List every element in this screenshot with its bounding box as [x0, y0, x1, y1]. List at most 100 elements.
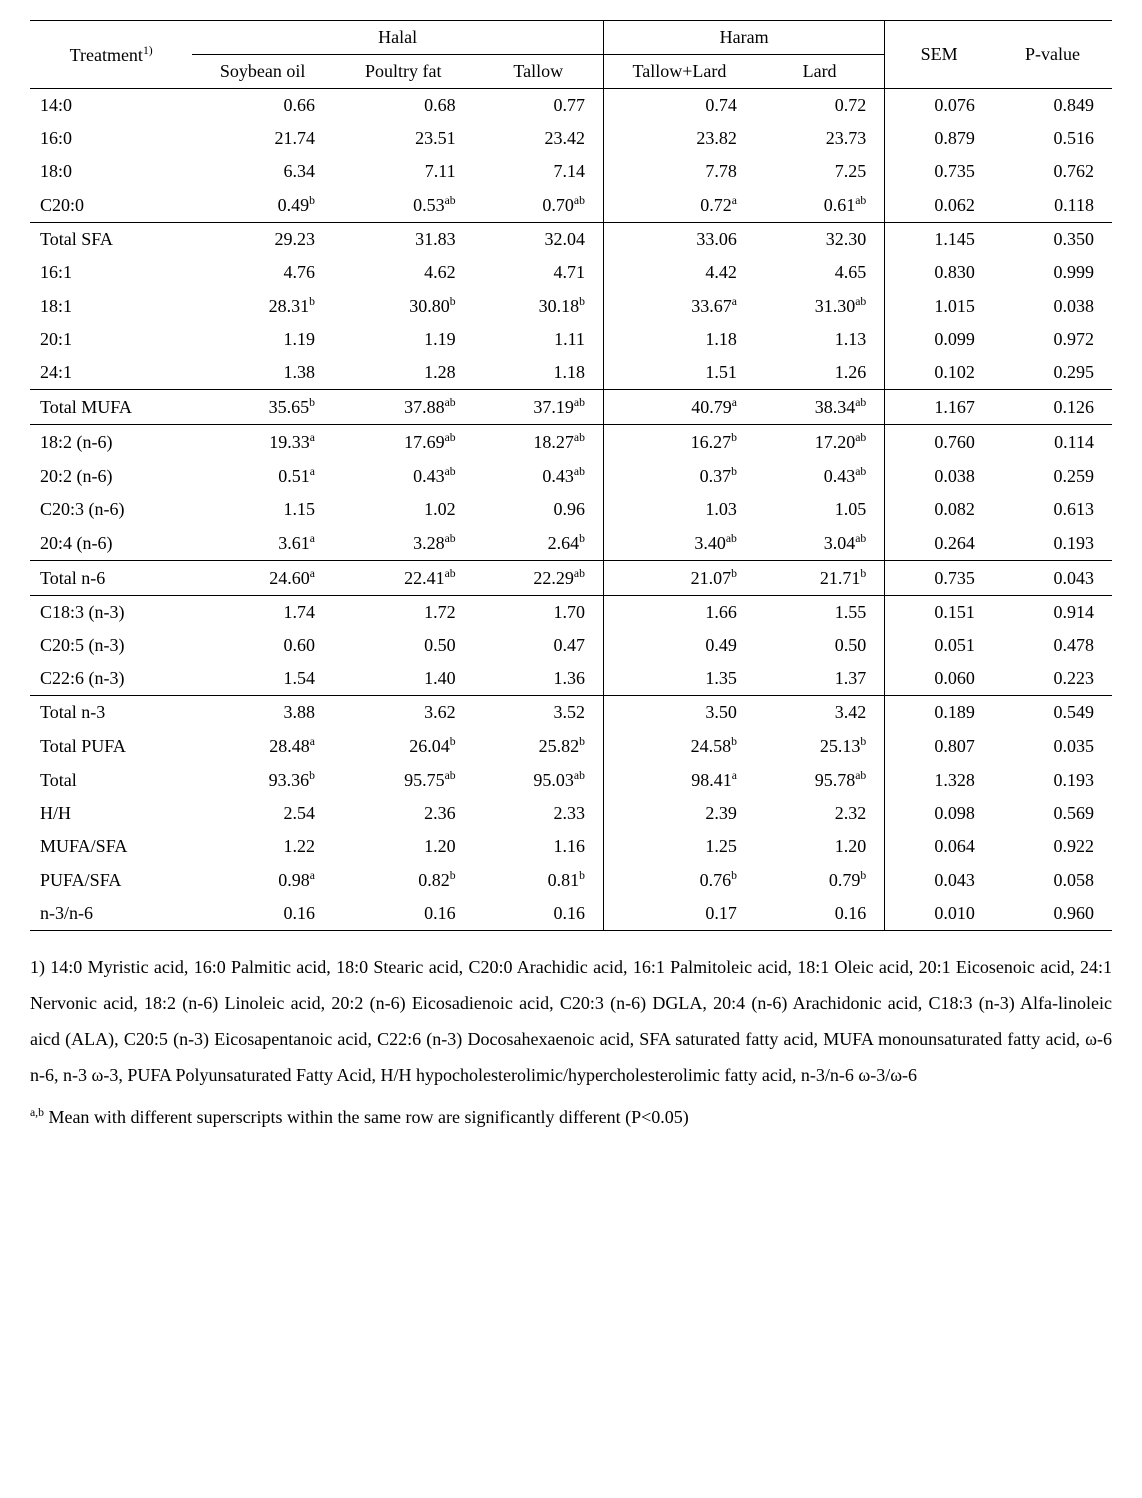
cell: 2.39 — [603, 797, 754, 830]
cell: 1.51 — [603, 356, 754, 390]
cell: Total MUFA — [30, 390, 192, 425]
cell: 3.40ab — [603, 526, 754, 561]
cell: 2.64b — [474, 526, 604, 561]
cell: 0.66 — [192, 89, 333, 123]
cell: 24.60a — [192, 561, 333, 596]
cell: 0.038 — [993, 289, 1112, 323]
cell: 0.16 — [192, 897, 333, 931]
cell: 1.16 — [474, 830, 604, 863]
cell: 0.96 — [474, 493, 604, 526]
cell: 1.05 — [755, 493, 885, 526]
table-row: H/H2.542.362.332.392.320.0980.569 — [30, 797, 1112, 830]
table-row: Total SFA29.2331.8332.0433.0632.301.1450… — [30, 223, 1112, 257]
table-row: C20:00.49b0.53ab0.70ab0.72a0.61ab0.0620.… — [30, 188, 1112, 223]
cell: 3.42 — [755, 696, 885, 730]
cell: 3.52 — [474, 696, 604, 730]
cell: 1.20 — [333, 830, 474, 863]
cell: 0.922 — [993, 830, 1112, 863]
cell: 0.98a — [192, 863, 333, 897]
cell: 1.328 — [885, 763, 993, 797]
table-row: 16:14.764.624.714.424.650.8300.999 — [30, 256, 1112, 289]
cell: 0.478 — [993, 629, 1112, 662]
cell: 29.23 — [192, 223, 333, 257]
cell: 0.43ab — [333, 459, 474, 493]
cell: 24:1 — [30, 356, 192, 390]
cell: 0.16 — [755, 897, 885, 931]
cell: 21.07b — [603, 561, 754, 596]
cell: 23.42 — [474, 122, 604, 155]
cell: 0.72 — [755, 89, 885, 123]
cell: 1.015 — [885, 289, 993, 323]
cell: 0.16 — [474, 897, 604, 931]
cell: 0.81b — [474, 863, 604, 897]
col-haram: Haram — [603, 21, 884, 55]
cell: n-3/n-6 — [30, 897, 192, 931]
cell: 23.82 — [603, 122, 754, 155]
cell: 31.83 — [333, 223, 474, 257]
cell: 24.58b — [603, 729, 754, 763]
col-tallow: Tallow — [474, 55, 604, 89]
cell: Total PUFA — [30, 729, 192, 763]
cell: 0.79b — [755, 863, 885, 897]
cell: 0.999 — [993, 256, 1112, 289]
cell: 32.30 — [755, 223, 885, 257]
cell: 1.36 — [474, 662, 604, 696]
cell: 0.043 — [885, 863, 993, 897]
cell: 0.43ab — [474, 459, 604, 493]
cell: 18:1 — [30, 289, 192, 323]
table-row: Total n-624.60a22.41ab22.29ab21.07b21.71… — [30, 561, 1112, 596]
cell: 14:0 — [30, 89, 192, 123]
cell: 0.807 — [885, 729, 993, 763]
cell: 2.33 — [474, 797, 604, 830]
cell: 31.30ab — [755, 289, 885, 323]
cell: PUFA/SFA — [30, 863, 192, 897]
cell: 1.11 — [474, 323, 604, 356]
cell: 0.72a — [603, 188, 754, 223]
cell: C20:0 — [30, 188, 192, 223]
cell: 23.51 — [333, 122, 474, 155]
cell: 0.47 — [474, 629, 604, 662]
table-row: C20:3 (n-6)1.151.020.961.031.050.0820.61… — [30, 493, 1112, 526]
cell: 0.830 — [885, 256, 993, 289]
col-lard: Lard — [755, 55, 885, 89]
table-row: 20:4 (n-6)3.61a3.28ab2.64b3.40ab3.04ab0.… — [30, 526, 1112, 561]
cell: 21.71b — [755, 561, 885, 596]
cell: 16:0 — [30, 122, 192, 155]
cell: 28.31b — [192, 289, 333, 323]
cell: 95.03ab — [474, 763, 604, 797]
cell: 0.68 — [333, 89, 474, 123]
cell: 16:1 — [30, 256, 192, 289]
cell: 95.78ab — [755, 763, 885, 797]
cell: 0.53ab — [333, 188, 474, 223]
cell: 0.058 — [993, 863, 1112, 897]
cell: 0.879 — [885, 122, 993, 155]
cell: 37.19ab — [474, 390, 604, 425]
table-row: C18:3 (n-3)1.741.721.701.661.550.1510.91… — [30, 596, 1112, 630]
cell: 19.33a — [192, 425, 333, 460]
cell: 1.38 — [192, 356, 333, 390]
cell: 3.04ab — [755, 526, 885, 561]
table-row: 20:11.191.191.111.181.130.0990.972 — [30, 323, 1112, 356]
cell: Total n-3 — [30, 696, 192, 730]
cell: 25.13b — [755, 729, 885, 763]
cell: 3.50 — [603, 696, 754, 730]
cell: 1.35 — [603, 662, 754, 696]
cell: 22.29ab — [474, 561, 604, 596]
cell: 0.035 — [993, 729, 1112, 763]
cell: MUFA/SFA — [30, 830, 192, 863]
cell: 0.118 — [993, 188, 1112, 223]
cell: 0.914 — [993, 596, 1112, 630]
cell: 1.02 — [333, 493, 474, 526]
cell: 0.16 — [333, 897, 474, 931]
table-row: PUFA/SFA0.98a0.82b0.81b0.76b0.79b0.0430.… — [30, 863, 1112, 897]
cell: 93.36b — [192, 763, 333, 797]
cell: 0.038 — [885, 459, 993, 493]
cell: 0.74 — [603, 89, 754, 123]
cell: C22:6 (n-3) — [30, 662, 192, 696]
cell: 0.37b — [603, 459, 754, 493]
cell: 95.75ab — [333, 763, 474, 797]
cell: 0.50 — [755, 629, 885, 662]
cell: 1.74 — [192, 596, 333, 630]
cell: 3.28ab — [333, 526, 474, 561]
cell: 1.26 — [755, 356, 885, 390]
